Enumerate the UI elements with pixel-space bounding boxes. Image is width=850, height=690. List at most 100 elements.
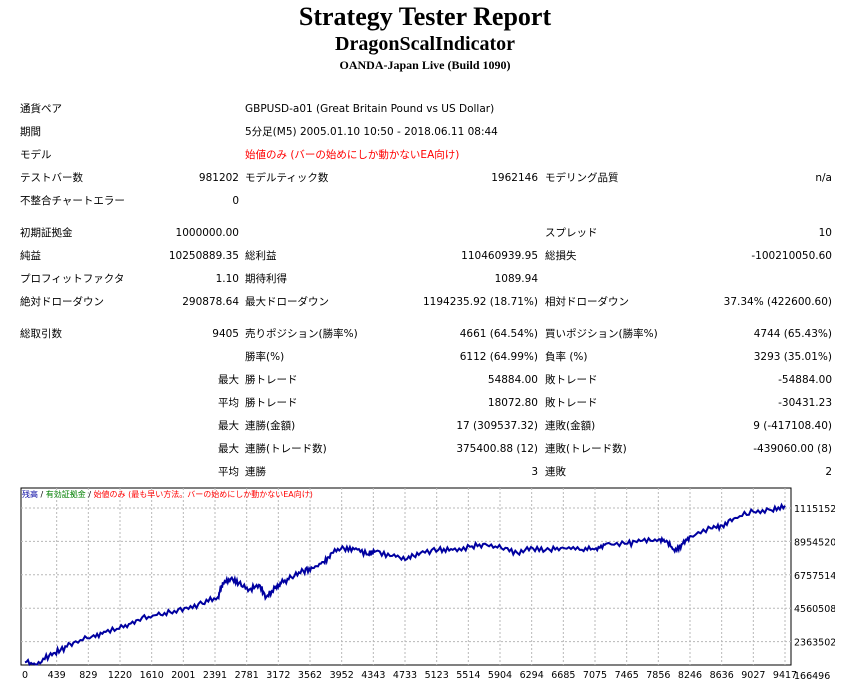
- x-tick-label: 3562: [298, 670, 322, 681]
- x-tick-label: 4733: [393, 670, 417, 681]
- gross-loss-label: 総損失: [545, 250, 577, 262]
- abs-drawdown-value: 290878.64: [182, 296, 239, 308]
- y-tick-label: 166496: [794, 671, 830, 682]
- report-title: Strategy Tester Report: [298, 2, 552, 31]
- avg-loss-label: 敗トレード: [545, 397, 598, 409]
- long-positions-label: 買いポジション(勝率%): [545, 328, 658, 340]
- x-tick-label: 4343: [361, 670, 385, 681]
- cons-losses-label: 連敗(金額): [545, 420, 596, 432]
- x-tick-label: 8246: [678, 670, 702, 681]
- x-tick-label: 1220: [108, 670, 132, 681]
- y-tick-label: 2363502: [794, 638, 835, 649]
- gross-profit-value: 110460939.95: [461, 250, 538, 262]
- deposit-label: 初期証拠金: [20, 227, 73, 239]
- x-tick-label: 0: [22, 670, 28, 681]
- x-tick-label: 7856: [646, 670, 670, 681]
- x-tick-label: 5123: [425, 670, 449, 681]
- x-tick-label: 6685: [551, 670, 575, 681]
- x-tick-label: 439: [48, 670, 66, 681]
- avg-loss-value: -30431.23: [778, 397, 832, 409]
- y-tick-label: 6757514: [794, 571, 835, 582]
- balance-chart: 0 439 829 1220 1610 2001 2391 2781 3172 3562 3952 4…: [20, 487, 835, 687]
- y-tick-label: 8954520: [794, 537, 835, 548]
- mismatch-value: 0: [232, 195, 239, 207]
- balance-chart-svg: 0 439 829 1220 1610 2001 2391 2781 3172 3562 3952 4…: [20, 487, 835, 682]
- loss-rate-value: 3293 (35.01%): [753, 351, 832, 363]
- profit-factor-label: プロフィットファクタ: [20, 273, 125, 285]
- largest-loss-value: -54884.00: [778, 374, 832, 386]
- gross-loss-value: -100210050.60: [751, 250, 832, 262]
- total-trades-value: 9405: [212, 328, 239, 340]
- largest-win-label: 勝トレード: [245, 374, 298, 386]
- net-profit-value: 10250889.35: [168, 250, 239, 262]
- spread-label: スプレッド: [545, 227, 598, 239]
- avg-cons-qualifier: 平均: [218, 466, 239, 478]
- max-drawdown-value: 1194235.92 (18.71%): [422, 296, 538, 308]
- x-tick-label: 5514: [456, 670, 480, 681]
- x-tick-label: 1610: [140, 670, 164, 681]
- legend-balance: 残高: [22, 490, 38, 499]
- deposit-value: 1000000.00: [175, 227, 239, 239]
- x-tick-label: 6294: [520, 670, 544, 681]
- y-tick-label: 11151527: [794, 504, 835, 515]
- balance-line: [24, 502, 786, 667]
- x-tick-label: 9417: [773, 670, 797, 681]
- win-rate-value: 6112 (64.99%): [459, 351, 538, 363]
- cons-loss-value: -439060.00 (8): [753, 443, 832, 455]
- net-profit-label: 純益: [20, 250, 41, 262]
- win-rate-label: 勝率(%): [245, 351, 285, 363]
- model-value: 始値のみ (バーの始めにしか動かないEA向け): [245, 149, 460, 161]
- quality-label: モデリング品質: [545, 172, 619, 184]
- symbol-label: 通貨ペア: [20, 103, 62, 115]
- period-label: 期間: [20, 126, 41, 138]
- short-positions-value: 4661 (64.54%): [459, 328, 538, 340]
- x-tick-label: 3952: [330, 670, 354, 681]
- long-positions-value: 4744 (65.43%): [753, 328, 832, 340]
- gross-profit-label: 総利益: [245, 250, 277, 262]
- x-tick-label: 829: [79, 670, 97, 681]
- abs-drawdown-label: 絶対ドローダウン: [20, 296, 104, 308]
- cons-profit-label: 連勝(トレード数): [245, 443, 327, 455]
- avg-cons-losses-value: 2: [825, 466, 832, 478]
- x-tick-label: 2001: [171, 670, 195, 681]
- symbol-value: GBPUSD-a01 (Great Britain Pound vs US Do…: [245, 103, 495, 115]
- short-positions-label: 売りポジション(勝率%): [245, 328, 358, 340]
- cons-wins-value: 17 (309537.32): [456, 420, 538, 432]
- largest-win-value: 54884.00: [487, 374, 538, 386]
- legend-model: 始値のみ (最も早い方法。バーの始めにしか動かないEA向け): [93, 490, 313, 499]
- avg-win-label: 勝トレード: [245, 397, 298, 409]
- cons-wins-label: 連勝(金額): [245, 420, 296, 432]
- max-drawdown-label: 最大ドローダウン: [245, 296, 329, 308]
- cons-loss-label: 連敗(トレード数): [545, 443, 627, 455]
- quality-value: n/a: [815, 172, 832, 184]
- legend-equity: 有効証拠金: [45, 490, 86, 499]
- plot-frame: [20, 487, 792, 666]
- x-tick-label: 8636: [710, 670, 734, 681]
- x-tick-label: 7465: [615, 670, 639, 681]
- bars-value: 981202: [198, 172, 239, 184]
- x-tick-label: 3172: [266, 670, 290, 681]
- x-tick-label: 2391: [203, 670, 227, 681]
- expected-payoff-label: 期待利得: [245, 273, 287, 285]
- report-subtitle: DragonScalIndicator: [335, 33, 515, 55]
- cons-losses-value: 9 (-417108.40): [753, 420, 832, 432]
- average-qualifier: 平均: [218, 397, 239, 409]
- avg-cons-wins-value: 3: [531, 466, 538, 478]
- x-tick-label: 7075: [583, 670, 607, 681]
- rel-drawdown-value: 37.34% (422600.60): [723, 296, 832, 308]
- mismatch-label: 不整合チャートエラー: [20, 195, 125, 207]
- expected-payoff-value: 1089.94: [494, 273, 538, 285]
- max-cons-count-qualifier: 最大: [218, 443, 239, 455]
- legend-separator-2: /: [85, 490, 94, 499]
- model-label: モデル: [20, 149, 52, 161]
- legend-separator: /: [38, 490, 46, 499]
- cons-profit-value: 375400.88 (12): [456, 443, 538, 455]
- avg-cons-losses-label: 連敗: [545, 466, 566, 478]
- y-tick-label: 4560508: [794, 604, 835, 615]
- chart-legend: 残高 / 有効証拠金 / 始値のみ (最も早い方法。バーの始めにしか動かないEA…: [22, 489, 313, 500]
- loss-rate-label: 負率 (%): [545, 351, 588, 363]
- x-tick-label: 5904: [488, 670, 512, 681]
- x-tick-label: 9027: [741, 670, 765, 681]
- period-value: 5分足(M5) 2005.01.10 10:50 - 2018.06.11 08…: [245, 126, 498, 138]
- avg-win-value: 18072.80: [487, 397, 538, 409]
